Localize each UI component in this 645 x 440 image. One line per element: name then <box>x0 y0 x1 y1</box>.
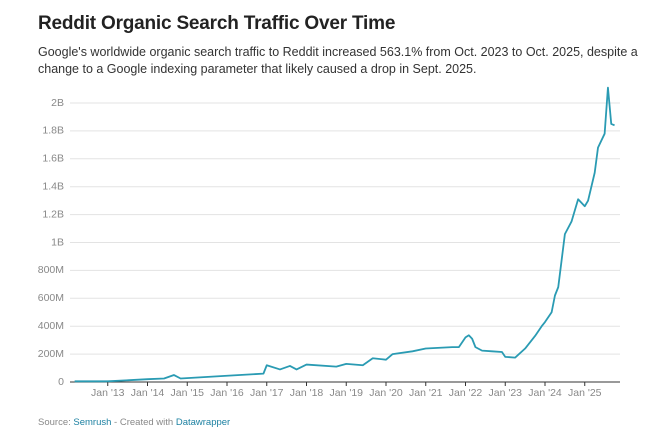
chart-title: Reddit Organic Search Traffic Over Time <box>38 13 396 34</box>
x-tick-label: Jan '25 <box>568 387 602 399</box>
x-tick-label: Jan '18 <box>290 387 324 399</box>
y-tick-label: 1.8B <box>42 125 64 137</box>
y-tick-label: 1.6B <box>42 153 64 165</box>
footer: Source: Semrush - Created with Datawrapp… <box>38 417 230 428</box>
data-line <box>74 86 615 383</box>
y-tick-label: 400M <box>38 320 64 332</box>
x-tick-label: Jan '24 <box>528 387 562 399</box>
credit: - Created with <box>114 417 174 428</box>
x-tick-label: Jan '22 <box>449 387 483 399</box>
x-tick-label: Jan '13 <box>91 387 125 399</box>
y-tick-label: 1.4B <box>42 180 64 192</box>
y-tick-label: 1B <box>51 236 64 248</box>
x-tick-label: Jan '15 <box>170 387 204 399</box>
chart-subtitle: Google's worldwide organic search traffi… <box>38 45 638 76</box>
x-tick-label: Jan '23 <box>488 387 522 399</box>
credit-link[interactable]: Datawrapper <box>175 417 231 428</box>
source-link[interactable]: Semrush <box>73 417 112 428</box>
y-tick-label: 600M <box>38 292 64 304</box>
y-tick-label: 200M <box>38 348 64 360</box>
x-tick-label: Jan '21 <box>409 387 443 399</box>
x-tick-label: Jan '19 <box>329 387 363 399</box>
source-label: Source: <box>38 417 71 428</box>
x-tick-label: Jan '14 <box>131 387 165 399</box>
x-tick-label: Jan '20 <box>369 387 403 399</box>
y-tick-label: 0 <box>58 376 64 388</box>
x-tick-label: Jan '16 <box>210 387 244 399</box>
x-tick-label: Jan '17 <box>250 387 284 399</box>
y-tick-label: 800M <box>38 264 64 276</box>
y-tick-label: 1.2B <box>42 208 64 220</box>
y-tick-label: 2B <box>51 97 64 109</box>
